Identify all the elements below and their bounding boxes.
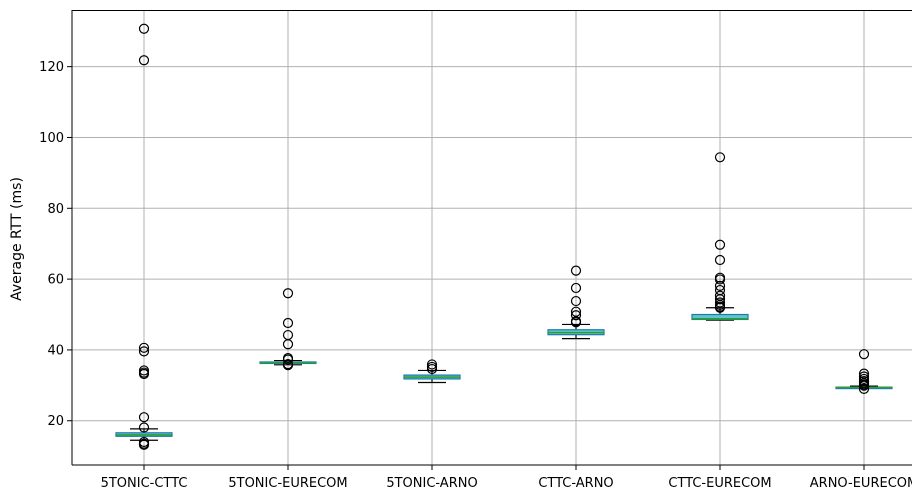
box-group-5tonic-cttc	[115, 23, 173, 450]
outlier-point	[714, 280, 726, 291]
y-tick-label: 20	[47, 414, 64, 429]
outlier-point	[138, 346, 150, 357]
outlier-point	[282, 288, 294, 299]
outlier-point	[858, 349, 870, 360]
outlier-point	[138, 368, 150, 380]
y-axis-label: Average RTT (ms)	[9, 177, 25, 301]
outlier-point	[858, 380, 870, 391]
outlier-point	[570, 310, 582, 321]
x-tick-label: CTTC-EURECOM	[668, 476, 771, 489]
outlier-point	[714, 239, 726, 250]
outlier-point	[138, 23, 150, 34]
y-tick-label: 60	[47, 273, 64, 288]
x-tick-label: 5TONIC-CTTC	[101, 476, 188, 489]
outlier-point	[714, 302, 726, 313]
outlier-point	[570, 282, 582, 294]
outlier-point	[426, 363, 438, 375]
outlier-point	[282, 339, 294, 350]
box-group-5tonic-eurecom	[259, 288, 317, 371]
outlier-point	[282, 317, 294, 329]
outlier-point	[282, 354, 294, 365]
box-group-5tonic-arno	[403, 359, 461, 384]
outlier-point	[570, 265, 582, 276]
outlier-point	[858, 383, 870, 394]
outlier-point	[570, 317, 582, 328]
box-group-cttc-eurecom	[691, 152, 749, 321]
outlier-point	[138, 422, 150, 433]
outlier-point	[570, 295, 582, 307]
y-tick-label: 100	[39, 131, 64, 146]
x-tick-label: 5TONIC-ARNO	[386, 476, 477, 489]
outlier-point	[282, 360, 294, 371]
box-group-arno-eurecom	[835, 349, 893, 394]
y-tick-label: 40	[47, 343, 64, 358]
box-plots	[115, 23, 893, 450]
y-tick-label: 120	[39, 60, 64, 75]
outlier-point	[138, 55, 150, 66]
outlier-point	[714, 254, 726, 266]
x-tick-label: CTTC-ARNO	[538, 476, 613, 489]
x-tick-label: 5TONIC-EURECOM	[228, 476, 347, 489]
outlier-point	[714, 152, 726, 163]
outlier-point	[138, 439, 150, 450]
grid-lines	[72, 10, 912, 465]
x-tick-label: ARNO-EURECOM	[810, 476, 912, 489]
outlier-point	[138, 342, 150, 353]
box-group-cttc-arno	[547, 265, 605, 340]
axes: 20 40 60 80 100 120 5TONIC-CTTC 5TONIC-EURECOM 5…	[39, 10, 912, 489]
outlier-point	[426, 359, 438, 370]
outlier-point	[138, 412, 150, 423]
outlier-point	[714, 274, 726, 285]
outlier-point	[714, 297, 726, 308]
y-tick-label: 80	[47, 202, 64, 217]
